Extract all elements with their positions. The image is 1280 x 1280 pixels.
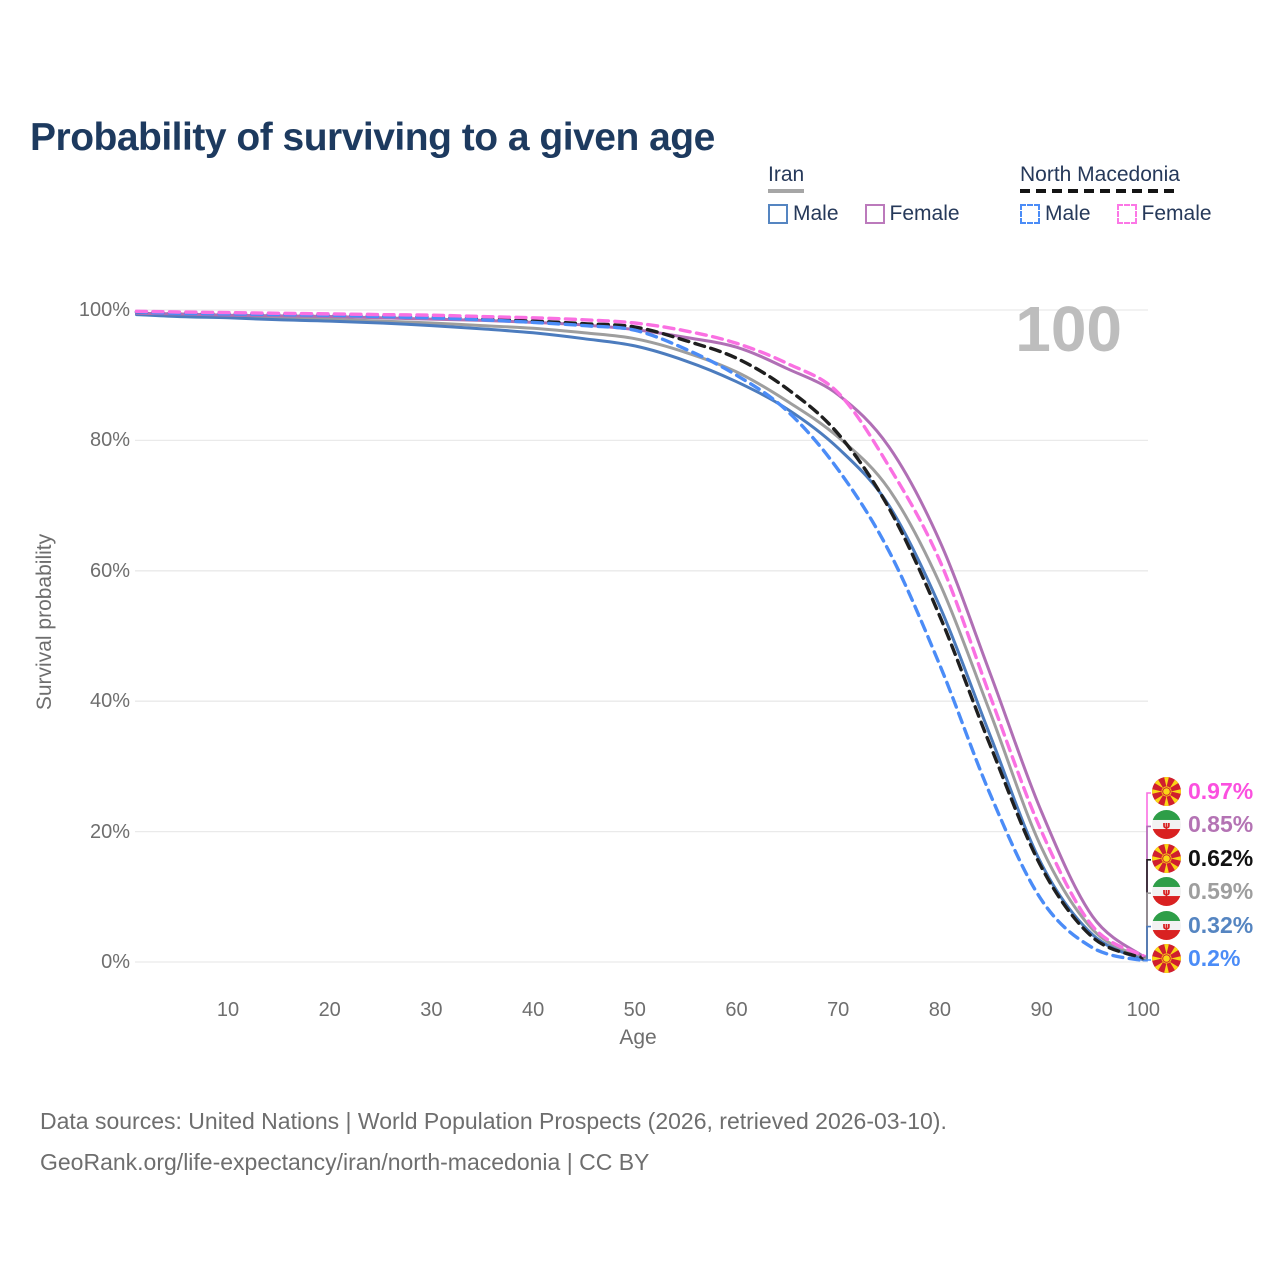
y-tick-60%: 60%	[89, 559, 130, 582]
x-tick-20: 20	[318, 999, 341, 1021]
end-label-iran: ψ 0.59%	[1152, 877, 1254, 907]
end-label-north-macedonia-female-value: 0.97%	[1188, 778, 1254, 804]
age-counter-watermark: 100	[1015, 293, 1122, 365]
line-north-macedonia-female	[134, 309, 1145, 958]
legend-item-north-macedonia-female[interactable]: Female	[1116, 202, 1212, 226]
iran-flag-icon: ψ	[1152, 810, 1181, 840]
north-macedonia-male-swatch-icon	[1020, 204, 1040, 224]
legend-country-north-macedonia: North Macedonia	[1020, 163, 1180, 193]
end-label-iran-female: ψ 0.85%	[1152, 810, 1254, 840]
x-tick-100: 100	[1126, 999, 1160, 1021]
legend-item-iran-male-label: Male	[793, 202, 839, 225]
svg-text:ψ: ψ	[1163, 921, 1171, 932]
north-macedonia-line-swatch	[1020, 189, 1180, 193]
line-iran-male	[135, 313, 1145, 962]
iran-female-swatch-icon	[864, 204, 885, 224]
legend-group-north-macedonia: North Macedonia Male Female	[1020, 163, 1212, 226]
x-axis-title: Age	[619, 1026, 657, 1049]
y-tick-0%: 0%	[101, 951, 130, 973]
x-tick-10: 10	[216, 999, 240, 1021]
label-connector-iran	[1143, 892, 1151, 959]
end-label-north-macedonia: 0.62%	[1152, 843, 1254, 873]
x-tick-90: 90	[1030, 999, 1053, 1021]
legend-item-iran-female-label: Female	[889, 202, 960, 225]
svg-text:ψ: ψ	[1163, 821, 1171, 832]
x-tick-70: 70	[827, 999, 850, 1021]
x-tick-30: 30	[420, 999, 443, 1021]
end-label-iran-male-value: 0.32%	[1188, 911, 1254, 938]
line-iran	[135, 312, 1145, 960]
x-tick-60: 60	[725, 999, 748, 1021]
x-tick-50: 50	[623, 999, 646, 1021]
legend-item-north-macedonia-male-label: Male	[1045, 202, 1091, 225]
legend-item-north-macedonia-male[interactable]: Male	[1020, 202, 1091, 226]
iran-male-swatch-icon	[768, 204, 788, 224]
footer: Data sources: United Nations | World Pop…	[40, 1101, 947, 1183]
north-macedonia-flag-icon	[1152, 843, 1181, 873]
end-label-north-macedonia-female: 0.97%	[1152, 777, 1253, 806]
legend-country-north-macedonia-label: North Macedonia	[1020, 163, 1180, 186]
legend-country-iran-label: Iran	[768, 163, 805, 186]
end-label-north-macedonia-male: 0.2%	[1152, 944, 1240, 973]
legend-item-north-macedonia-female-label: Female	[1141, 202, 1212, 225]
north-macedonia-female-swatch-icon	[1116, 204, 1137, 224]
y-tick-80%: 80%	[89, 429, 130, 452]
line-north-macedonia	[134, 310, 1145, 960]
y-tick-40%: 40%	[89, 690, 130, 713]
page-title: Probability of surviving to a given age	[30, 116, 715, 160]
legend-country-iran: Iran	[768, 163, 805, 193]
legend-item-iran-female[interactable]: Female	[864, 202, 960, 226]
y-axis-title: Survival probability	[33, 533, 56, 711]
legend-group-iran: Iran Male Female	[768, 163, 960, 226]
north-macedonia-flag-icon	[1152, 944, 1181, 973]
line-north-macedonia-male	[134, 310, 1145, 963]
end-label-north-macedonia-value: 0.62%	[1188, 844, 1254, 871]
end-label-iran-male: ψ 0.32%	[1152, 910, 1254, 940]
north-macedonia-flag-icon	[1152, 777, 1181, 806]
data-sources-line: Data sources: United Nations | World Pop…	[40, 1108, 947, 1134]
x-tick-80: 80	[928, 999, 952, 1021]
iran-line-swatch	[768, 189, 805, 193]
end-label-north-macedonia-male-value: 0.2%	[1188, 945, 1241, 971]
iran-flag-icon: ψ	[1152, 877, 1181, 907]
line-iran-female	[135, 311, 1145, 958]
x-tick-40: 40	[521, 999, 545, 1021]
end-label-iran-female-value: 0.85%	[1188, 811, 1254, 838]
svg-text:ψ: ψ	[1163, 888, 1171, 899]
y-tick-100%: 100%	[78, 299, 130, 321]
attribution-line: GeoRank.org/life-expectancy/iran/north-m…	[40, 1149, 650, 1175]
legend-item-iran-male[interactable]: Male	[768, 202, 839, 226]
end-label-iran-value: 0.59%	[1188, 878, 1254, 905]
label-connector-north-macedonia-male	[1143, 959, 1151, 962]
iran-flag-icon: ψ	[1152, 910, 1181, 940]
y-tick-20%: 20%	[89, 820, 130, 843]
